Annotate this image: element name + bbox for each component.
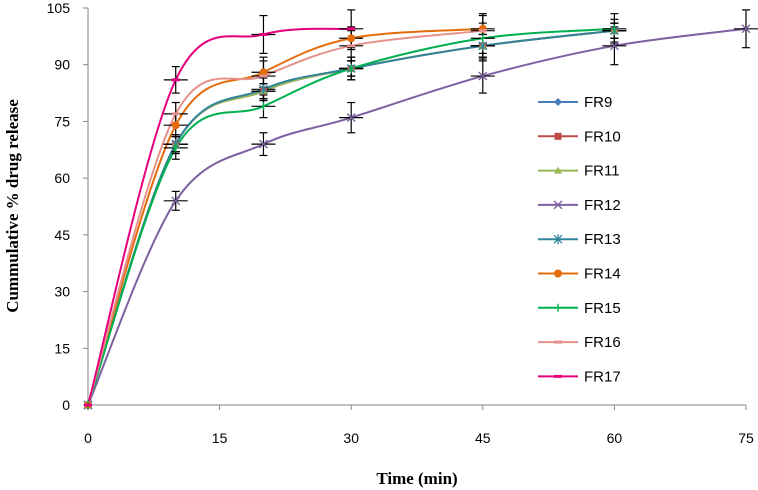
data-point-fr14 [259,68,268,77]
legend-item-fr16: FR16 [538,334,621,351]
legend-marker [554,374,562,378]
x-axis-title: Time (min) [376,469,457,488]
legend-item-fr17: FR17 [538,368,621,385]
y-tick-label: 30 [54,284,70,300]
y-tick-label: 15 [54,340,70,356]
legend-label: FR17 [584,368,621,385]
legend-item-fr15: FR15 [538,300,621,317]
data-point-fr13 [478,40,488,51]
data-point-fr16 [171,112,180,116]
y-tick-label: 45 [54,227,70,243]
data-point-fr15 [173,143,178,152]
x-tick-label: 30 [343,430,359,446]
legend-marker [554,166,562,174]
legend-item-fr12: FR12 [538,197,621,214]
legend-marker [554,132,562,140]
data-point-fr14 [171,121,180,130]
legend-label: FR12 [584,197,621,214]
data-point-fr12 [609,41,619,51]
legend-marker [556,303,560,312]
series-line-fr13 [87,29,615,406]
data-point-fr12 [478,71,488,81]
legend-item-fr14: FR14 [538,266,621,283]
data-point-fr17 [84,403,92,407]
y-tick-label: 0 [62,397,70,413]
legend-label: FR9 [584,94,612,111]
series-lines [87,27,747,406]
y-axis-title: Cummulative % drug release [3,99,22,313]
y-tick-label: 75 [54,113,70,129]
legend-label: FR11 [584,163,620,180]
legend-label: FR10 [584,128,621,145]
y-tick-label: 90 [54,57,70,73]
legend-label: FR13 [584,231,621,248]
data-point-fr17 [347,27,356,31]
data-point-fr12 [171,196,181,206]
data-point-fr15 [349,64,354,73]
legend-marker [554,98,562,106]
legend-item-fr13: FR13 [538,231,621,248]
data-point-fr12 [346,113,356,123]
legend-label: FR16 [584,334,621,351]
legend-marker [553,200,563,210]
data-point-fr12 [741,24,751,34]
data-point-fr15 [612,24,617,33]
data-point-fr16 [259,74,268,78]
x-tick-label: 75 [738,430,754,446]
legend-label: FR14 [584,266,621,283]
legend-marker [554,340,562,344]
x-tick-labels: 0 15 30 45 60 75 [84,430,754,446]
series-line-fr12 [87,27,747,406]
series-line-fr16 [87,29,483,406]
legend: FR9 FR10 FR11 FR12 FR13 FR14 FR15 FR16 FR17 [538,94,621,385]
series-line-fr9 [87,29,615,406]
x-tick-label: 0 [84,430,92,446]
x-tick-label: 15 [212,430,228,446]
data-point-fr17 [259,32,268,36]
data-point-fr16 [478,29,487,33]
legend-item-fr11: FR11 [538,163,620,180]
y-tick-label: 60 [54,170,70,186]
legend-label: FR15 [584,300,621,317]
series-line-fr11 [87,29,615,406]
data-point-fr17 [171,78,180,82]
legend-marker [554,269,562,278]
data-markers [83,24,751,410]
data-point-fr16 [347,44,356,48]
legend-item-fr9: FR9 [538,94,612,111]
series-line-fr15 [87,27,615,406]
axes [83,7,747,410]
x-tick-label: 45 [475,430,491,446]
y-tick-label: 105 [47,0,71,16]
x-tick-label: 60 [607,430,623,446]
data-point-fr14 [347,34,356,43]
series-line-fr17 [87,27,352,406]
data-point-fr15 [261,102,266,111]
y-tick-labels: 0 15 30 45 60 75 90 105 [47,0,71,413]
legend-item-fr10: FR10 [538,128,621,145]
legend-marker [553,234,563,245]
data-point-fr12 [258,139,268,149]
data-point-fr15 [480,34,485,43]
data-point-fr13 [259,84,268,95]
series-line-fr10 [87,29,615,406]
